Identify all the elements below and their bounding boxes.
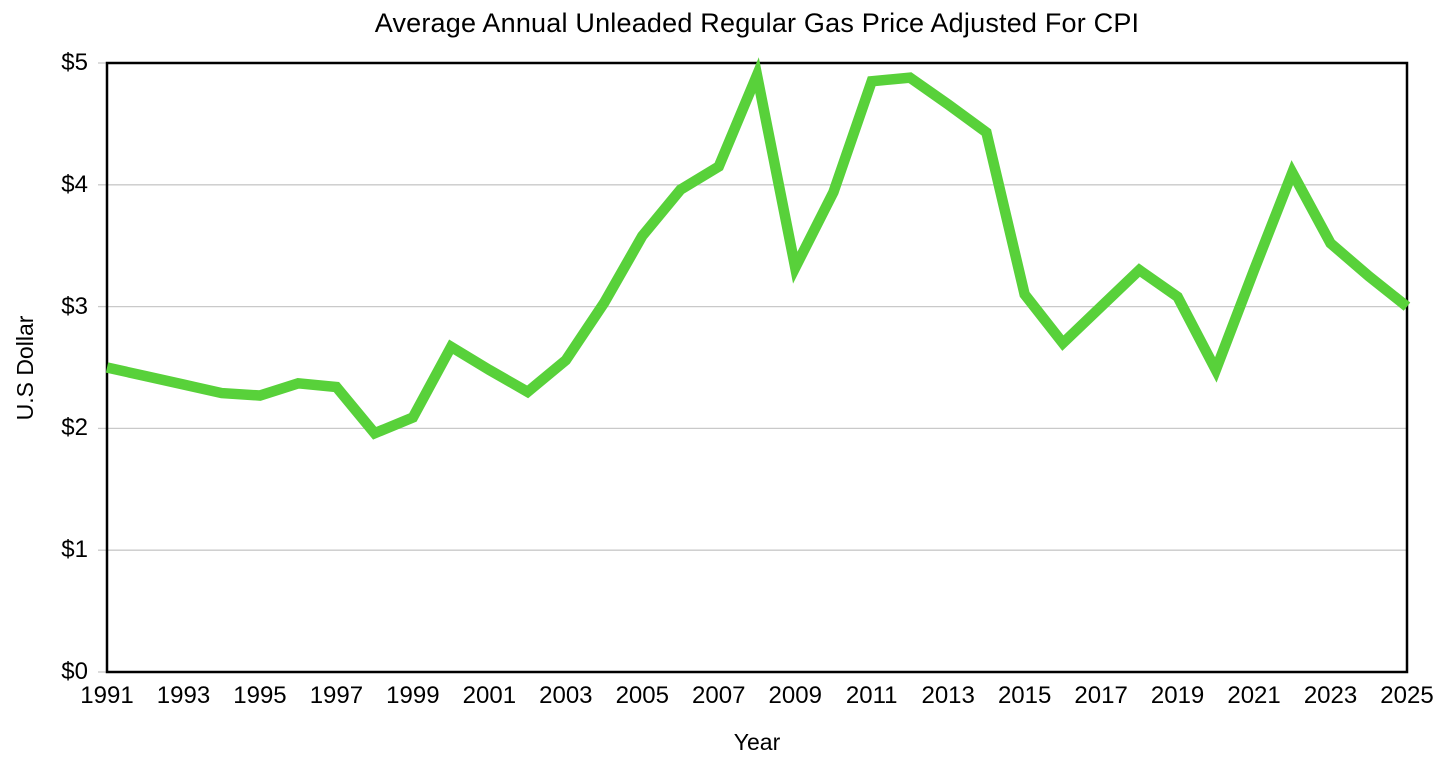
x-tick-label: 2003 <box>539 682 593 709</box>
x-tick-label: 1999 <box>386 682 440 709</box>
x-tick-label: 1997 <box>309 682 364 709</box>
x-tick-label: 2007 <box>692 682 746 709</box>
gas-price-line <box>105 57 1411 440</box>
x-tick-label: 1991 <box>80 682 134 709</box>
y-tick-label: $2 <box>61 414 88 442</box>
y-axis-title: U.S Dollar <box>12 315 38 421</box>
y-tick-label: $5 <box>61 49 88 76</box>
x-tick-label: 2023 <box>1303 682 1358 709</box>
y-tick-label: $0 <box>61 658 88 685</box>
x-tick-label: 2019 <box>1150 682 1205 709</box>
x-axis-title: Year <box>733 729 781 755</box>
y-tick-label: $1 <box>61 536 88 564</box>
x-tick-label: 2013 <box>921 682 975 709</box>
x-tick-label: 2021 <box>1227 682 1281 709</box>
y-tick-label: $4 <box>61 170 88 198</box>
x-tick-label: 2009 <box>768 682 822 709</box>
x-tick-label: 2017 <box>1074 682 1128 709</box>
x-tick-label: 2005 <box>615 682 669 709</box>
x-tick-label: 2025 <box>1380 682 1434 709</box>
y-tick-label: $3 <box>61 292 88 320</box>
chart-title: Average Annual Unleaded Regular Gas Pric… <box>374 8 1140 38</box>
x-tick-label: 2011 <box>845 682 898 709</box>
x-tick-label: 2001 <box>462 682 517 709</box>
x-tick-label: 2015 <box>997 682 1052 709</box>
x-tick-label: 1995 <box>233 682 287 709</box>
x-tick-label: 1993 <box>156 682 211 709</box>
